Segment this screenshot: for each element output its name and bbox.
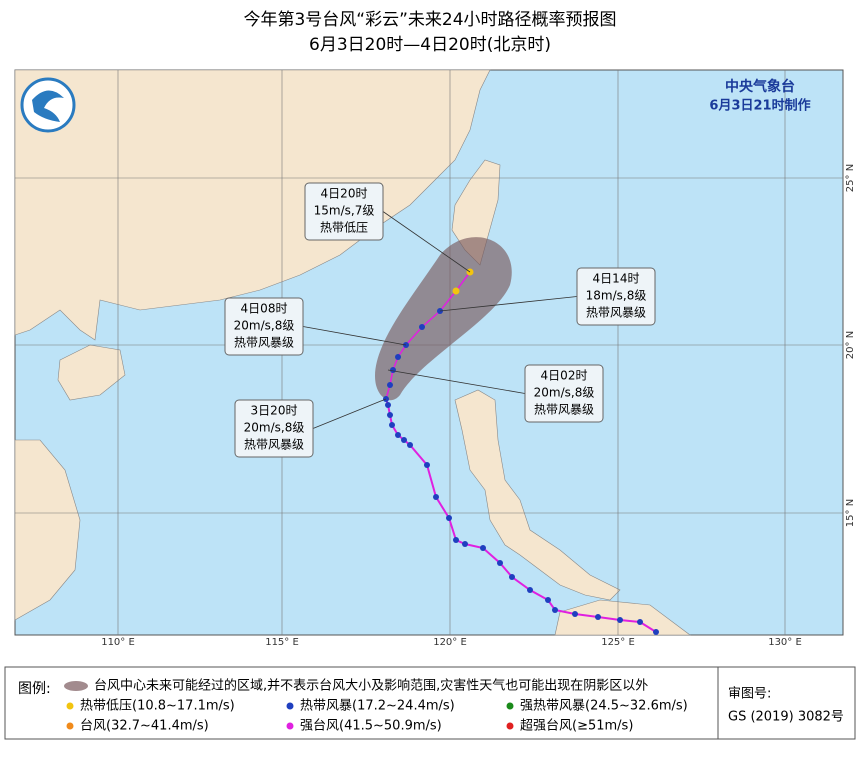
annotation-time: 3日20时 [251,404,298,418]
lon-label: 115° E [265,637,299,648]
track-point [595,614,601,620]
track-point [653,629,659,635]
track-point [389,422,395,428]
track-point [462,541,468,547]
review-number: GS (2019) 3082号 [728,710,844,725]
cone-note: 台风中心未来可能经过的区域,并不表示台风大小及影响范围,灾害性天气也可能出现在阴… [94,678,648,694]
track-point [497,560,503,566]
legend-label: 热带低压(10.8~17.1m/s) [80,699,235,714]
track-point [387,382,393,388]
legend-icon [506,702,514,710]
track-point [401,437,407,443]
track-point [572,611,578,617]
forecast-point [452,287,460,295]
track-point [545,597,551,603]
annotation-wind: 20m/s,8级 [234,319,295,333]
annotation-time: 4日08时 [241,302,288,316]
lon-label: 120° E [433,637,467,648]
mainland [14,69,491,341]
track-point [390,367,396,373]
annotation-time: 4日02时 [541,369,588,383]
track-point [637,619,643,625]
legend-icon [506,722,514,730]
track-point [424,462,430,468]
indochina [14,439,81,621]
agency: 中央气象台 [725,78,795,95]
legend-icon [66,702,74,710]
leader-line [382,211,471,273]
leader-line [387,369,526,394]
track-points [383,308,659,635]
luzon [454,389,621,601]
legend: 图例: 台风中心未来可能经过的区域,并不表示台风大小及影响范围,灾害性天气也可能… [4,666,856,740]
annotation-box [234,399,314,458]
leader-line [439,296,578,312]
hainan [57,344,126,401]
lon-label: 125° E [601,637,635,648]
graticule [15,70,843,635]
track-point [480,545,486,551]
map: 4日20时15m/s,7级热带低压4日14时18m/s,8级热带风暴级4日08时… [14,69,856,648]
legend-label: 强热带风暴(24.5~32.6m/s) [520,699,688,714]
legend-title: 图例: [18,681,51,697]
track-point [527,587,533,593]
annotation-level: 热带低压 [320,221,368,235]
lat-label: 20° N [845,331,856,359]
track-point [407,442,413,448]
track-point [419,324,425,330]
logo [20,77,76,133]
annotation-level: 热带风暴级 [586,306,646,320]
subtitle: 6月3日20时—4日20时(北京时) [309,35,551,55]
lat-label: 15° N [845,499,856,527]
legend-box [4,666,856,740]
annotation-box [304,182,384,241]
lat-label: 25° N [845,164,856,192]
visayas [554,599,691,636]
lon-label: 130° E [768,637,802,648]
annotation-box [524,364,604,423]
legend-icon [286,702,294,710]
lon-label: 110° E [101,637,135,648]
logo-mark [32,90,64,122]
lat-labels: 25° N 20° N 15° N [845,164,856,527]
track-point [433,494,439,500]
annotation-box [224,297,304,356]
legend-icon [286,722,294,730]
annotations: 4日20时15m/s,7级热带低压4日14时18m/s,8级热带风暴级4日08时… [224,182,656,458]
legend-icon [66,722,74,730]
annotation-wind: 20m/s,8级 [534,386,595,400]
track-point [395,432,401,438]
legend-label: 热带风暴(17.2~24.4m/s) [300,699,455,714]
annotation-level: 热带风暴级 [534,403,594,417]
annotation-level: 热带风暴级 [244,438,304,452]
cone-icon [64,681,88,691]
annotation-time: 4日14时 [593,272,640,286]
track-point [617,617,623,623]
annotation-wind: 20m/s,8级 [244,421,305,435]
legend-label: 超强台风(≥51m/s) [520,719,633,734]
title: 今年第3号台风“彩云”未来24小时路径概率预报图 [243,10,616,30]
track-point [552,607,558,613]
track-point [453,537,459,543]
probability-cone [375,237,512,401]
annotation-box [576,267,656,326]
legend-label: 强台风(41.5~50.9m/s) [300,719,442,734]
track-point [387,412,393,418]
annotation-wind: 15m/s,7级 [314,204,375,218]
annotation-wind: 18m/s,8级 [586,289,647,303]
annotation-time: 4日20时 [321,187,368,201]
issued: 6月3日21时制作 [709,98,810,114]
annotation-level: 热带风暴级 [234,336,294,350]
legend-label: 台风(32.7~41.4m/s) [80,719,209,734]
lon-labels: 110° E 115° E 120° E 125° E 130° E [101,637,802,648]
leader-line [302,326,407,346]
track-point [395,354,401,360]
leader-line [312,398,387,429]
track-point [446,515,452,521]
track-point [509,574,515,580]
review-label: 审图号: [728,687,771,702]
track-point [385,402,391,408]
